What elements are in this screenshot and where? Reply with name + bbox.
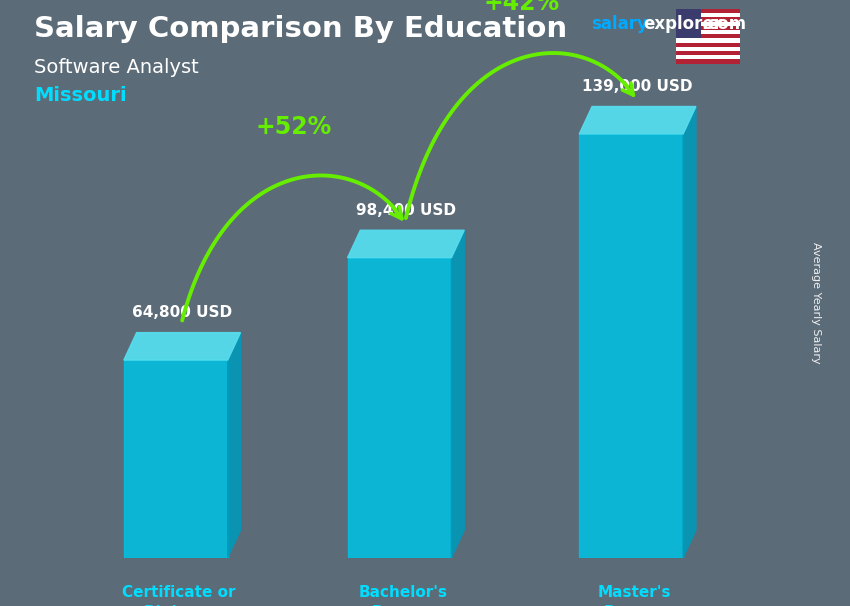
Text: +42%: +42% xyxy=(484,0,560,15)
Bar xyxy=(676,13,740,18)
Bar xyxy=(676,35,740,38)
Text: Average Yearly Salary: Average Yearly Salary xyxy=(811,242,821,364)
Text: 98,400 USD: 98,400 USD xyxy=(356,203,456,218)
Bar xyxy=(676,38,740,42)
Polygon shape xyxy=(228,333,241,558)
Text: 139,000 USD: 139,000 USD xyxy=(582,79,693,95)
Bar xyxy=(676,42,740,47)
Text: Salary Comparison By Education: Salary Comparison By Education xyxy=(34,15,567,43)
Bar xyxy=(124,360,228,558)
Polygon shape xyxy=(348,230,464,258)
Polygon shape xyxy=(124,333,241,360)
Bar xyxy=(676,22,740,26)
Bar xyxy=(676,55,740,59)
Bar xyxy=(348,258,451,558)
Bar xyxy=(676,18,740,22)
Bar xyxy=(676,51,740,55)
Polygon shape xyxy=(683,107,696,558)
Text: +52%: +52% xyxy=(256,115,332,139)
Text: .com: .com xyxy=(701,15,746,33)
Bar xyxy=(676,59,740,64)
Text: Master's
Degree: Master's Degree xyxy=(598,585,672,606)
Text: Software Analyst: Software Analyst xyxy=(34,58,199,76)
Bar xyxy=(676,9,701,38)
Bar xyxy=(676,9,740,13)
Text: salary: salary xyxy=(591,15,648,33)
Bar xyxy=(676,47,740,51)
Bar xyxy=(580,134,683,558)
Text: Certificate or
Diploma: Certificate or Diploma xyxy=(122,585,235,606)
Text: Bachelor's
Degree: Bachelor's Degree xyxy=(358,585,447,606)
Text: 64,800 USD: 64,800 USD xyxy=(132,305,232,321)
Bar xyxy=(676,26,740,30)
Text: Missouri: Missouri xyxy=(34,86,127,105)
Polygon shape xyxy=(451,230,464,558)
Bar xyxy=(676,30,740,35)
Text: explorer: explorer xyxy=(643,15,722,33)
Polygon shape xyxy=(580,107,696,134)
